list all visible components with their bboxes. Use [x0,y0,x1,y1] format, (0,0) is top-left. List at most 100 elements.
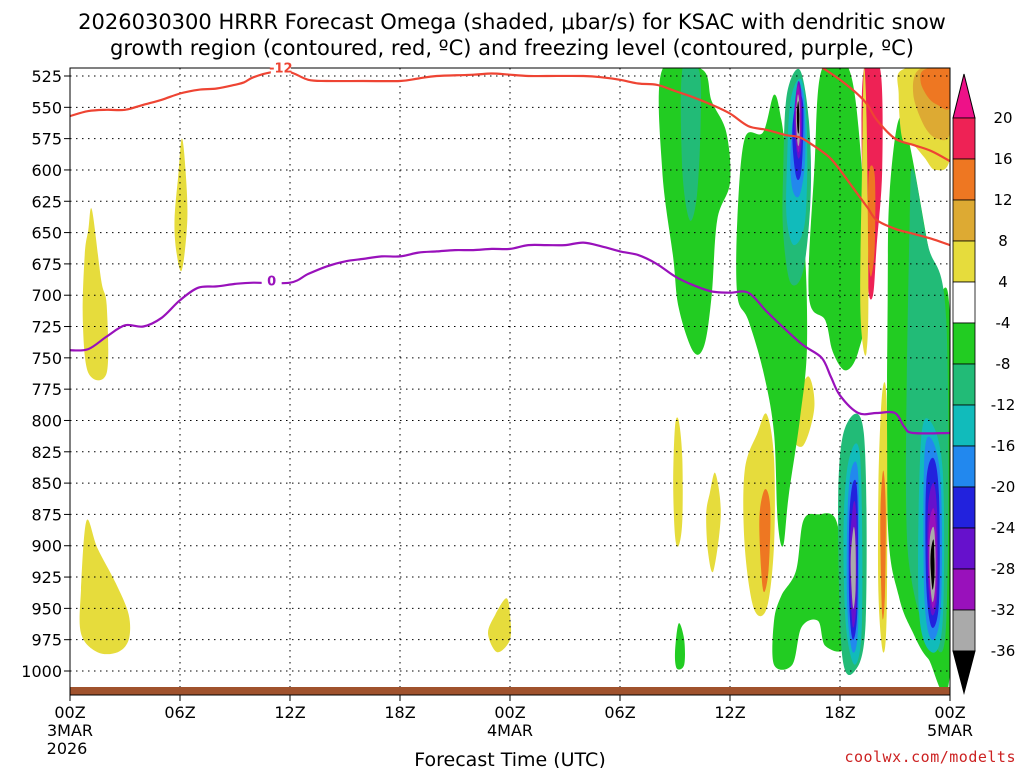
ytick-label-725: 725 [31,318,62,337]
updraft-yellow-small-06z [174,138,188,272]
contour-label-bg-dgz_-12C [270,60,291,75]
contour-dgz_-12C [70,70,950,247]
updraft-yellow-left-upper [82,208,109,381]
omega-shading [79,68,950,688]
updraft-yellow-11z [706,472,721,573]
colorbar-bin-8-to-12 [952,199,976,242]
ytick-label-575: 575 [31,130,62,149]
ytick-label-600: 600 [31,161,62,180]
contour-label-dgz_-12C: -12 [269,62,293,77]
colorbar-label--32: -32 [991,601,1016,619]
xtick-year-0: 2026 [47,739,88,758]
ytick-label-750: 750 [31,349,62,368]
ground-surface [70,687,950,695]
colorbar-label-4: 4 [998,273,1008,291]
contour-lines [70,68,950,435]
colorbar-bin-16-to-20 [952,117,976,160]
colorbar-top-arrow [952,73,976,119]
colorbar-label--36: -36 [991,642,1016,660]
xtick-label-36: 12Z [714,703,745,722]
credit-text: coolwx.com/modelts [844,748,1016,766]
updraft-orange-column-lower [880,470,886,620]
colorbar-bin--4-to-4 [952,281,976,324]
x-axis-label: Forecast Time (UTC) [414,749,605,768]
colorbar-bin--28-to--24 [952,527,976,570]
ytick-label-950: 950 [31,599,62,618]
colorbar-label-20: 20 [993,109,1012,127]
ytick-label-650: 650 [31,224,62,243]
colorbar-label--16: -16 [991,437,1016,455]
ytick-label-525: 525 [31,67,62,86]
xtick-label-18: 18Z [384,703,415,722]
ytick-label-975: 975 [31,631,62,650]
colorbar-bin-12-to-16 [952,158,976,201]
contour-label-freezing_0C: 0 [267,275,276,290]
colorbar-bottom-arrow [952,650,976,695]
ytick-label-825: 825 [31,443,62,462]
colorbar-label--8: -8 [996,355,1011,373]
ytick-label-675: 675 [31,255,62,274]
xtick-label-24: 00Z [494,703,525,722]
ytick-label-800: 800 [31,411,62,430]
ytick-label-700: 700 [31,286,62,305]
colorbar-bin--16-to--12 [952,404,976,447]
pressure-axis: 525 550 575 600 625 650 675 700 725 750 775 800 825 8… [21,67,70,681]
contour-dgz_-12C_branch [821,68,950,163]
ytick-label-900: 900 [31,537,62,556]
updraft-yellow-small-00z [487,598,512,653]
updraft-orange-column [867,165,876,277]
downdraft-black-a [796,101,800,134]
xtick-label-48: 00Z [934,703,965,722]
downdraft-black-right [930,539,935,590]
ytick-label-875: 875 [31,505,62,524]
ytick-label-1000: 1000 [21,662,62,681]
contour-freezing_0C [70,241,950,435]
colorbar-label-12: 12 [993,191,1012,209]
colorbar-bin--24-to--20 [952,486,976,529]
xtick-date-24: 4MAR [487,721,533,740]
downdraft-gray-lower [850,526,856,609]
downdraft-green-lower [772,513,847,670]
colorbar-label--20: -20 [991,478,1016,496]
colorbar-bin-4-to-8 [952,240,976,283]
ytick-label-625: 625 [31,192,62,211]
downdraft-green-main-a [658,68,731,355]
omega-colorbar: 20 16 12 8 4 -4 -8 -12 -16 -20 -24 -28 -32 -36 [952,73,1016,695]
downdraft-teal-a [680,68,702,221]
colorbar-bin--20-to--16 [952,445,976,488]
updraft-orange-14z [759,489,771,593]
xtick-date-0: 3MAR [47,721,93,740]
colorbar-label--4: -4 [996,314,1011,332]
contour-label-bg-freezing_0C [261,273,282,288]
chart-title-line2: growth region (contoured, red, ºC) and f… [110,36,914,60]
updraft-yellow-09z [673,417,683,547]
contour-labels: -12 0 [261,60,293,290]
xtick-label-12: 12Z [274,703,305,722]
xtick-date-48: 5MAR [927,721,973,740]
updraft-yellow-left-lower [79,519,131,655]
colorbar-bin--12-to--8 [952,363,976,406]
ytick-label-925: 925 [31,568,62,587]
colorbar-bin--32-to--28 [952,568,976,611]
colorbar-label--24: -24 [991,519,1016,537]
colorbar-label--28: -28 [991,560,1016,578]
colorbar-bin--36-to--32 [952,609,976,652]
colorbar-label-8: 8 [998,232,1008,250]
colorbar-bin--8-to--4 [952,322,976,365]
ytick-label-775: 775 [31,380,62,399]
xtick-label-30: 06Z [604,703,635,722]
ytick-label-550: 550 [31,98,62,117]
downdraft-green-right-upper [808,68,868,371]
downdraft-green-small [674,623,685,670]
updraft-orange-topright [920,68,950,110]
updraft-yellow-column-upper [860,68,869,356]
chart-title-line1: 2026030300 HRRR Forecast Omega (shaded, … [78,10,946,34]
colorbar-label-16: 16 [993,150,1012,168]
ytick-label-850: 850 [31,474,62,493]
colorbar-label--12: -12 [991,396,1016,414]
xtick-label-0: 00Z [54,703,85,722]
xtick-label-6: 06Z [164,703,195,722]
xtick-label-42: 18Z [824,703,855,722]
